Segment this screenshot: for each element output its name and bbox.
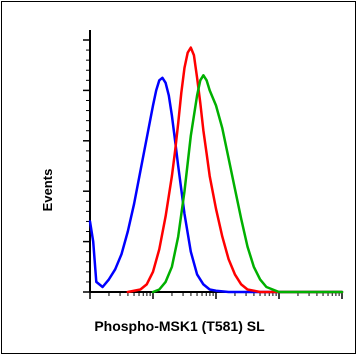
x-axis-label: Phospho-MSK1 (T581) SL [94, 318, 265, 334]
figure-border [1, 1, 356, 354]
series-red-line [126, 46, 344, 294]
y-axis-label: Events [40, 168, 55, 212]
axes [83, 30, 343, 299]
series-layer [88, 46, 344, 294]
series-blue-line [88, 76, 344, 294]
series-green-line [151, 74, 344, 294]
